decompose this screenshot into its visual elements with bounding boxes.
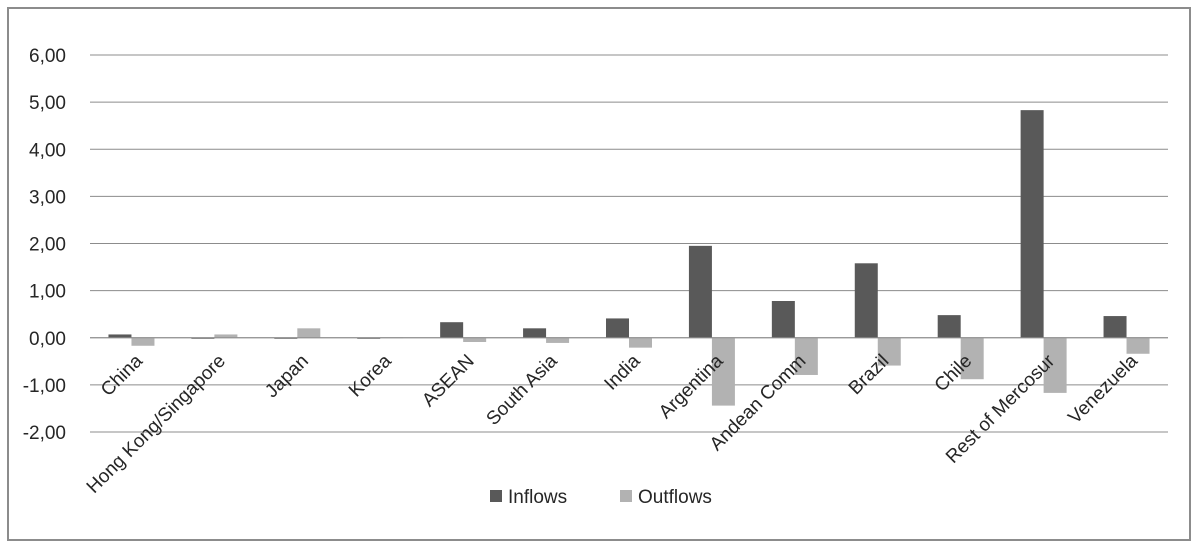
bar-inflows-10 [937,315,961,338]
bar-inflows-5 [523,328,547,338]
bar-outflows-8 [794,337,818,375]
y-tick-label: 5,00 [29,93,66,114]
bar-outflows-11 [1043,337,1067,393]
bar-outflows-5 [546,337,570,343]
bar-inflows-11 [1020,110,1044,338]
bar-outflows-9 [877,337,901,366]
bar-outflows-6 [629,337,652,348]
category-label: ASEAN [418,351,478,411]
legend-label-outflows: Outflows [638,487,712,508]
bar-inflows-4 [440,322,464,338]
bar-outflows-7 [711,337,735,406]
bar-outflows-10 [960,337,984,380]
legend-swatch-inflows [490,490,502,502]
y-tick-label: 4,00 [29,140,66,161]
bar-outflows-4 [463,337,487,342]
y-tick-label: -1,00 [23,376,66,397]
category-label: Hong Kong/Singapore [83,351,230,498]
category-label: India [601,350,645,394]
bar-outflows-12 [1126,337,1150,354]
bar-inflows-7 [688,245,712,338]
legend: Inflows Outflows [490,487,712,508]
y-tick-label: 6,00 [29,46,66,67]
category-label: Japan [261,351,312,402]
y-tick-label: 1,00 [29,282,66,303]
bar-outflows-0 [131,337,155,346]
category-label: South Asia [483,350,562,429]
bar-inflows-6 [606,318,629,338]
gridlines [90,54,1168,433]
category-label: China [97,350,147,400]
chart-frame [7,7,1191,541]
bar-outflows-2 [297,328,321,338]
bar-outflows-1 [214,334,238,338]
y-tick-label: 3,00 [29,187,66,208]
y-tick-label: -2,00 [23,423,66,444]
category-label: Venezuela [1064,350,1142,428]
y-axis-tick-labels: -2,00 -1,00 0,00 1,00 2,00 3,00 4,00 5,00 6,00 [23,46,66,444]
y-tick-label: 2,00 [29,235,66,256]
category-label: Korea [345,350,396,401]
bar-inflows-8 [771,300,795,338]
bars [108,110,1150,406]
legend-swatch-outflows [620,490,632,502]
bar-inflows-12 [1103,316,1127,338]
bar-inflows-0 [108,334,132,338]
legend-label-inflows: Inflows [508,487,567,508]
bar-inflows-9 [854,263,878,338]
y-tick-label: 0,00 [29,329,66,350]
